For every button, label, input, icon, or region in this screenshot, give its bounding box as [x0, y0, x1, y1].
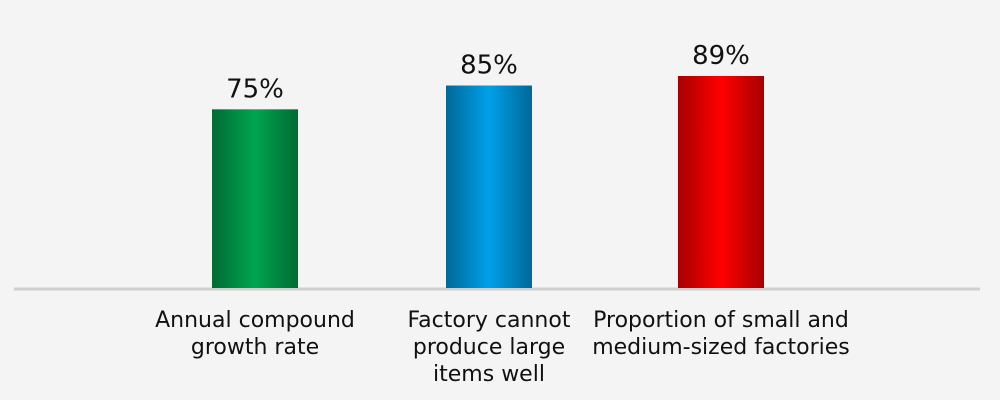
- bar-shade: [678, 76, 764, 288]
- value-label: 85%: [460, 51, 518, 81]
- category-label: Annual compound growth rate: [155, 308, 355, 360]
- bar-shade: [446, 85, 532, 288]
- value-label: 75%: [226, 74, 284, 104]
- category-label: Proportion of small and medium-sized fac…: [592, 308, 850, 360]
- value-label: 89%: [692, 41, 750, 71]
- category-label: Factory cannot produce large items well: [407, 308, 571, 387]
- bar-shade: [212, 109, 298, 288]
